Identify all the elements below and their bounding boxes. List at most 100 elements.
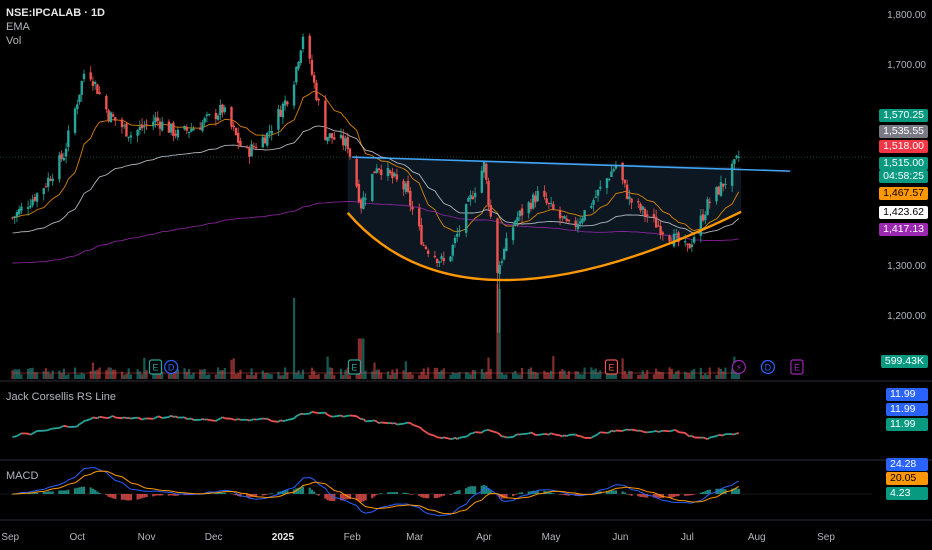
candle-body — [187, 131, 191, 134]
candle-body — [176, 129, 180, 138]
cup-curve[interactable] — [346, 210, 742, 282]
volume-bar — [295, 372, 298, 379]
symbol-title[interactable]: NSE:IPCALAB · 1D — [6, 7, 106, 19]
rs-line-segment — [418, 426, 422, 430]
macd-histogram-bar — [485, 485, 488, 494]
candle-body — [312, 75, 316, 83]
candle-body — [514, 220, 517, 226]
price-tag: 04:58:25 — [879, 170, 928, 183]
macd-histogram-bar — [232, 494, 235, 495]
volume-legend[interactable]: Vol — [6, 35, 22, 47]
rs-line-segment — [206, 418, 210, 421]
macd-value-tag: 24.28 — [886, 458, 928, 471]
volume-bar — [545, 372, 548, 379]
earnings-marker[interactable] — [790, 359, 804, 375]
candle-body — [453, 237, 457, 244]
volume-bar — [127, 368, 130, 379]
volume-bar — [706, 374, 709, 379]
candle-body — [393, 173, 396, 177]
macd-value-tag: 4.23 — [886, 487, 928, 500]
volume-bar — [44, 368, 48, 379]
rs-line-segment — [467, 432, 472, 437]
dividend-marker[interactable] — [164, 359, 179, 375]
rs-line-segment — [707, 436, 711, 440]
rs-line-segment — [546, 433, 550, 436]
rs-line-segment — [324, 412, 329, 416]
rs-line-segment — [472, 431, 476, 435]
candle-body — [529, 203, 533, 209]
neckline-trendline[interactable] — [352, 156, 791, 172]
macd-histogram-bar — [373, 494, 376, 497]
macd-histogram-bar — [512, 494, 515, 497]
event-marker-label: D — [765, 363, 772, 373]
macd-histogram-bar — [183, 494, 186, 496]
dividend-marker[interactable] — [760, 359, 775, 375]
volume-bar — [646, 370, 649, 379]
candle-body — [534, 195, 537, 203]
candle-body — [167, 121, 171, 133]
macd-histogram-bar — [520, 492, 524, 494]
macd-histogram-bar — [498, 494, 501, 498]
rs-line-segment — [61, 424, 65, 428]
volume-bar — [610, 374, 613, 379]
candle-body — [156, 117, 159, 121]
candle-body — [583, 210, 586, 221]
rs-line-segment — [280, 419, 284, 422]
volume-bar — [223, 367, 226, 379]
volume-bar — [170, 371, 173, 379]
event-marker-label: ⚡ — [736, 363, 742, 373]
candle-body — [456, 233, 459, 237]
volume-bar — [456, 373, 459, 379]
earnings-marker[interactable] — [347, 359, 362, 375]
rs-line-segment — [486, 428, 489, 432]
rs-line-segment — [631, 428, 639, 432]
candle-body — [31, 199, 34, 206]
rs-line-segment — [162, 416, 170, 419]
macd-histogram-bar — [234, 494, 238, 496]
macd-histogram-bar — [563, 494, 566, 496]
volume-bar — [286, 372, 289, 379]
split-marker[interactable] — [731, 359, 746, 375]
volume-bar — [140, 374, 144, 379]
macd-histogram-bar — [284, 490, 287, 494]
candle-body — [614, 164, 618, 169]
volume-bar — [453, 373, 457, 379]
macd-label[interactable]: MACD — [6, 470, 39, 482]
candle-body — [464, 204, 468, 233]
rs-line-segment — [622, 429, 626, 432]
candle-body — [701, 214, 705, 221]
macd-histogram-bar — [406, 493, 410, 494]
rs-line-segment — [575, 433, 579, 437]
candle-body — [140, 124, 144, 129]
earnings-marker[interactable] — [604, 359, 619, 375]
candle-body — [317, 98, 320, 101]
macd-histogram-bar — [733, 488, 736, 494]
volume-bar — [65, 375, 68, 379]
macd-histogram-bar — [549, 492, 553, 494]
volume-bar — [561, 369, 564, 379]
volume-bar — [161, 371, 164, 379]
candle-body — [123, 125, 126, 127]
ema-legend[interactable]: EMA — [6, 21, 30, 33]
candle-body — [286, 101, 289, 105]
rs-line-segment — [409, 422, 414, 426]
macd-histogram-bar — [637, 494, 640, 497]
volume-bar — [270, 374, 273, 379]
volume-bar — [498, 289, 501, 379]
volume-bar — [158, 371, 162, 379]
candle-body — [283, 100, 287, 106]
macd-histogram-bar — [170, 494, 173, 496]
rs-line-label[interactable]: Jack Corsellis RS Line — [6, 391, 117, 403]
candle-body — [355, 158, 358, 187]
candle-body — [377, 168, 381, 170]
earnings-marker[interactable] — [148, 359, 163, 375]
macd-histogram-bar — [487, 488, 490, 494]
rs-line-segment — [128, 417, 132, 420]
candle-body — [458, 230, 461, 232]
rs-line-segment — [327, 414, 331, 417]
rs-line-segment — [293, 415, 297, 420]
volume-bar — [424, 374, 428, 379]
rs-line-segment — [459, 435, 467, 439]
rs-line-segment — [456, 436, 460, 440]
